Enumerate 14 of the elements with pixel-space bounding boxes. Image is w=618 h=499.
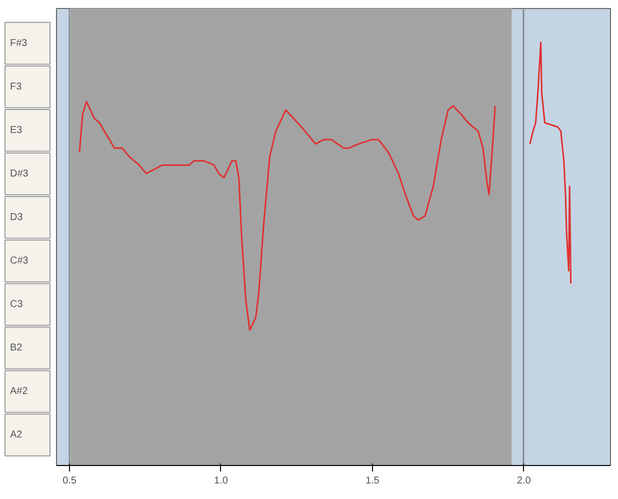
text: A#2 — [10, 386, 28, 398]
text: C#3 — [10, 255, 29, 266]
text: F#3 — [10, 38, 28, 49]
text: A2 — [10, 430, 23, 441]
text: D3 — [10, 212, 24, 223]
x-tick-label: 2.0 — [516, 476, 532, 486]
x-tick-label: 0.5 — [62, 476, 77, 486]
text: F3 — [10, 81, 22, 92]
text: E3 — [10, 124, 23, 136]
text: D#3 — [10, 168, 29, 180]
text: B2 — [10, 342, 23, 354]
x-tick-label: 1.0 — [214, 476, 228, 486]
text: C3 — [10, 298, 24, 310]
x-tick-label: 1.5 — [365, 476, 380, 486]
